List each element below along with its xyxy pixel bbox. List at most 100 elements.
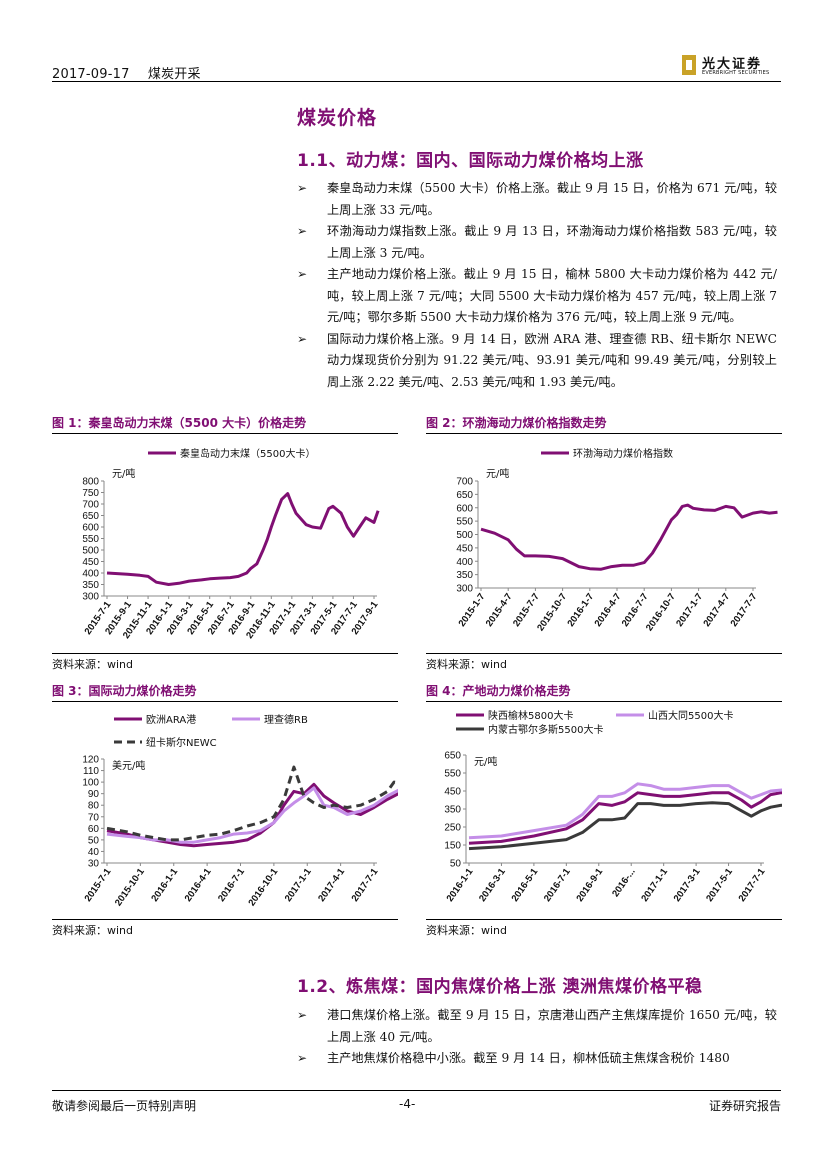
- x-tick-label: 2016-1-1: [149, 866, 180, 904]
- legend-label: 陕西榆林5800大卡: [488, 709, 573, 722]
- chart-4: 50 150 250 350 450 550 650 元/吨 2016-1-1 2016-3-1 2…: [426, 704, 782, 917]
- y-tick-label: 300: [456, 584, 473, 595]
- y-tick-label: 70: [88, 812, 100, 823]
- x-tick-label: 2015-10-1: [113, 866, 147, 908]
- bullet-text: 国际动力煤价格上涨。9 月 14 日，欧洲 ARA 港、理查德 RB、纽卡斯尔 …: [327, 331, 777, 389]
- figure-2-source: 资料来源：wind: [426, 658, 508, 671]
- series-line: [480, 503, 778, 571]
- y-tick-label: 60: [88, 824, 100, 835]
- x-tick-label: 2016-5-1: [510, 866, 541, 904]
- y-tick-label: 450: [444, 787, 461, 798]
- y-tick-label: 550: [444, 769, 461, 780]
- x-tick-label: 2016-...: [610, 866, 637, 899]
- y-tick-label: 600: [456, 503, 473, 514]
- x-tick-label: 2017-7-1: [350, 866, 381, 904]
- x-tick-label: 2017-1-1: [639, 866, 670, 904]
- bullet-text: 港口焦煤价格上涨。截至 9 月 15 日，京唐港山西产主焦煤库提价 1650 元…: [327, 1008, 777, 1044]
- logo-text-en: EVERBRIGHT SECURITIES: [702, 70, 770, 76]
- bullet-text: 主产地动力煤价格上涨。截止 9 月 15 日，榆林 5800 大卡动力煤价格为 …: [327, 267, 777, 324]
- legend-label: 山西大同5500大卡: [648, 709, 733, 722]
- y-axis-unit-label: 元/吨: [474, 755, 497, 768]
- y-tick-label: 650: [82, 511, 99, 522]
- chart-1: 300 350 400 450 500 550 600 650 700 750 800 元/吨 2015…: [52, 436, 398, 648]
- brand-logo: 光大证券 EVERBRIGHT SECURITIES: [682, 55, 782, 81]
- legend-label: 内蒙古鄂尔多斯5500大卡: [488, 723, 603, 736]
- y-tick-label: 600: [82, 523, 99, 534]
- header-category: 煤炭开采: [147, 67, 201, 82]
- figure-3-source: 资料来源：wind: [52, 924, 134, 937]
- y-tick-label: 50: [88, 835, 100, 846]
- series-line: [106, 765, 398, 842]
- bullet-marker-icon: ➢: [297, 1008, 308, 1022]
- chart-3: 30 40 50 60 70 80 90 100 110 120 美元/吨 2015-7-1 2015-…: [52, 704, 398, 917]
- y-tick-label: 500: [82, 546, 99, 557]
- x-tick-label: 2016-7-1: [542, 866, 573, 904]
- y-tick-label: 750: [82, 488, 99, 499]
- x-tick-label: 2017-7-7: [729, 591, 760, 628]
- x-tick-label: 2017-5-1: [704, 866, 735, 904]
- x-tick-label: 2017-4-1: [316, 866, 347, 904]
- x-tick-label: 2017-7-1: [737, 866, 768, 904]
- bullet-list-thermal-coal: ➢ 秦皇岛动力末煤（5500 大卡）价格上涨。截止 9 月 15 日，价格为 67…: [297, 178, 777, 393]
- series-line: [106, 786, 398, 844]
- source-3-rule: [52, 919, 398, 920]
- x-tick-label: 2016-4-1: [183, 866, 214, 904]
- y-axis-unit-label: 元/吨: [112, 467, 135, 480]
- figure-3-title: 图 3：国际动力煤价格走势: [52, 684, 197, 698]
- y-tick-label: 100: [82, 778, 99, 789]
- legend-label: 纽卡斯尔NEWC: [146, 736, 217, 749]
- bullet-item: ➢ 秦皇岛动力末煤（5500 大卡）价格上涨。截止 9 月 15 日，价格为 67…: [297, 178, 777, 221]
- x-tick-label: 2017-1-1: [283, 866, 314, 904]
- y-tick-label: 350: [444, 805, 461, 816]
- y-tick-label: 450: [82, 557, 99, 568]
- bullet-marker-icon: ➢: [297, 1051, 308, 1065]
- bullet-item: ➢ 港口焦煤价格上涨。截至 9 月 15 日，京唐港山西产主焦煤库提价 1650 …: [297, 1005, 777, 1048]
- y-tick-label: 400: [456, 557, 473, 568]
- bullet-text: 环渤海动力煤指数上涨。截止 9 月 13 日，环渤海动力煤价格指数 583 元/…: [327, 224, 777, 260]
- bullet-list-coking-coal: ➢ 港口焦煤价格上涨。截至 9 月 15 日，京唐港山西产主焦煤库提价 1650 …: [297, 1005, 777, 1070]
- y-tick-label: 50: [450, 859, 462, 870]
- subsection-title-coking-coal: 1.2、炼焦煤：国内焦煤价格上涨 澳洲焦煤价格平稳: [297, 977, 703, 997]
- x-tick-label: 2017-4-7: [701, 591, 732, 628]
- y-tick-label: 90: [88, 789, 100, 800]
- bullet-item: ➢ 国际动力煤价格上涨。9 月 14 日，欧洲 ARA 港、理查德 RB、纽卡斯尔…: [297, 329, 777, 394]
- logo-mark-icon: [682, 55, 696, 75]
- y-tick-label: 150: [444, 841, 461, 852]
- figure-2-title: 图 2：环渤海动力煤价格指数走势: [426, 416, 607, 430]
- figure-2-rule: [426, 433, 782, 434]
- bullet-text: 秦皇岛动力末煤（5500 大卡）价格上涨。截止 9 月 15 日，价格为 671…: [327, 181, 778, 217]
- footer-disclaimer: 敬请参阅最后一页特别声明: [52, 1099, 197, 1113]
- y-tick-label: 800: [82, 477, 99, 488]
- bullet-item: ➢ 主产地动力煤价格上涨。截止 9 月 15 日，榆林 5800 大卡动力煤价格为…: [297, 264, 777, 329]
- x-tick-label: 2015-4-7: [484, 591, 515, 628]
- x-tick-label: 2015-7-1: [83, 866, 114, 904]
- header-date: 2017-09-17: [52, 67, 130, 82]
- legend-label: 秦皇岛动力末煤（5500大卡）: [180, 447, 315, 460]
- y-tick-label: 250: [444, 823, 461, 834]
- y-tick-label: 550: [456, 517, 473, 528]
- figure-4-rule: [426, 701, 782, 702]
- bullet-marker-icon: ➢: [297, 224, 308, 238]
- x-tick-label: 2016-1-7: [565, 591, 596, 628]
- y-tick-label: 700: [82, 500, 99, 511]
- y-tick-label: 350: [82, 580, 99, 591]
- y-tick-label: 450: [456, 543, 473, 554]
- x-tick-label: 2017-1-7: [674, 591, 705, 628]
- x-tick-label: 2016-3-1: [477, 866, 508, 904]
- y-axis-unit-label: 元/吨: [486, 467, 509, 480]
- x-tick-label: 2016-9-1: [574, 866, 605, 904]
- legend-label: 环渤海动力煤价格指数: [573, 447, 673, 460]
- y-tick-label: 650: [444, 751, 461, 762]
- bullet-marker-icon: ➢: [297, 267, 308, 281]
- bullet-item: ➢ 环渤海动力煤指数上涨。截止 9 月 13 日，环渤海动力煤价格指数 583 元…: [297, 221, 777, 264]
- bullet-item: ➢ 主产地焦煤价格稳中小涨。截至 9 月 14 日，柳林低硫主焦煤含税价 1480: [297, 1048, 777, 1070]
- header-divider: [52, 81, 781, 82]
- section-title: 煤炭价格: [297, 107, 378, 129]
- y-tick-label: 400: [82, 569, 99, 580]
- bullet-text: 主产地焦煤价格稳中小涨。截至 9 月 14 日，柳林低硫主焦煤含税价 1480: [327, 1051, 730, 1065]
- y-tick-label: 550: [82, 534, 99, 545]
- x-tick-label: 2016-1-1: [445, 866, 476, 904]
- source-4-rule: [426, 919, 782, 920]
- chart-2: 300 350 400 450 500 550 600 650 700 元/吨 2015-1-7 20…: [426, 436, 782, 648]
- bullet-marker-icon: ➢: [297, 181, 308, 195]
